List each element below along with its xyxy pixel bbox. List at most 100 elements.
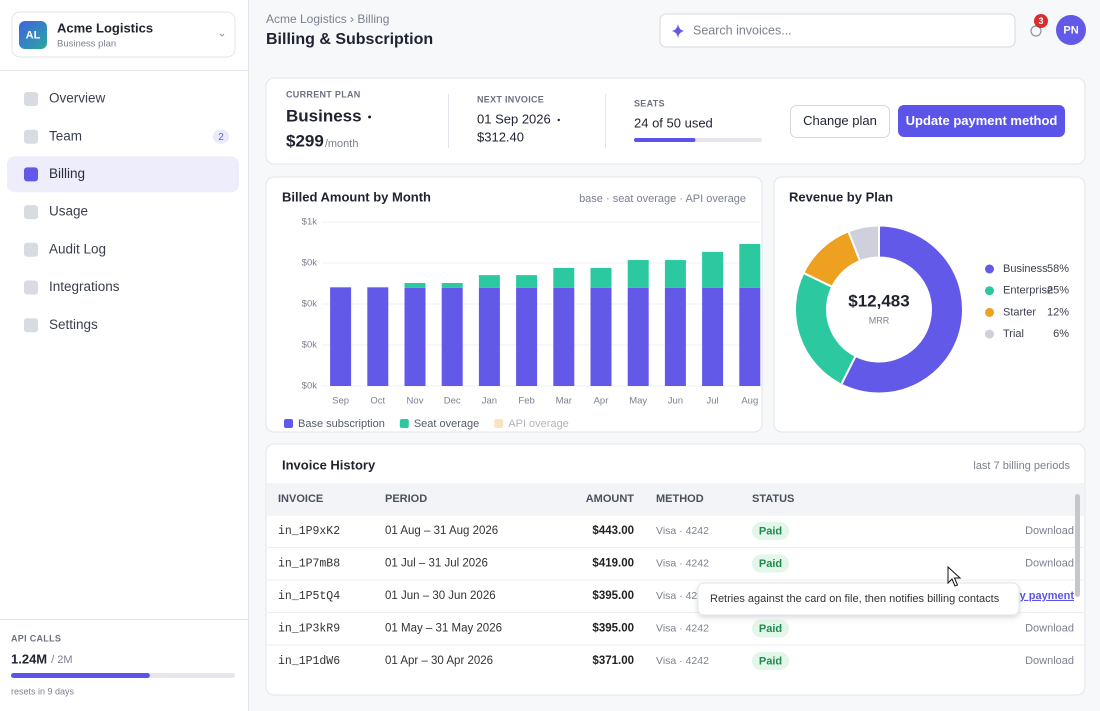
bar-segment (702, 251, 724, 288)
tooltip: Retries against the card on file, then n… (697, 582, 1020, 616)
bar-segment (739, 287, 761, 386)
x-tick-label: Jan (482, 396, 497, 407)
x-tick-label: Sep (332, 396, 349, 407)
bar-segment (553, 287, 575, 386)
user-avatar[interactable] (1056, 15, 1086, 45)
bar-segment (739, 243, 761, 288)
next-invoice-label: NEXT INVOICE (477, 94, 544, 104)
column-header: STATUS (752, 493, 794, 505)
notification-badge (1034, 14, 1048, 28)
download-link[interactable]: Download (1025, 525, 1074, 537)
sparkle-icon (672, 24, 684, 38)
bell-icon[interactable] (1030, 25, 1042, 37)
legend-item[interactable]: Base subscription (284, 418, 385, 430)
donut-slice[interactable] (847, 224, 880, 263)
bar-segment (702, 287, 724, 386)
update-payment-button[interactable] (898, 105, 1065, 137)
y-tick-label: $1k (302, 217, 318, 228)
invoice-period: 01 Jul – 31 Jul 2026 (385, 558, 488, 570)
separator-dot (368, 115, 372, 119)
invoice-amount: $395.00 (592, 590, 634, 602)
nav-label[interactable]: Billing (49, 166, 85, 181)
download-link[interactable]: Download (1025, 655, 1074, 667)
next-invoice-amount: $312.40 (477, 129, 524, 144)
breadcrumb: Acme Logistics › Billing (266, 12, 389, 26)
donut-center-label: MRR (869, 315, 890, 325)
org-plan: Business plan (57, 39, 116, 50)
download-link[interactable]: Download (1025, 557, 1074, 569)
legend-item[interactable]: API overage (494, 418, 569, 430)
bar-segment (330, 286, 352, 288)
bar-segment (553, 267, 575, 288)
org-card[interactable] (11, 11, 236, 58)
status-label: Paid (759, 558, 782, 570)
chart-title: Billed Amount by Month (282, 189, 431, 204)
plan-period: /month (325, 138, 359, 150)
sidebar-panel (0, 0, 248, 711)
legend-item[interactable]: Seat overage (399, 418, 479, 430)
sidebar: AL Acme Logistics Business plan Overview… (0, 0, 249, 711)
seats-usage: 24 of 50 used (634, 115, 713, 130)
legend: Base subscription Seat overage API overage (284, 418, 569, 430)
plan-price: $299 (286, 131, 324, 150)
nav-item[interactable]: Overview (24, 91, 106, 106)
x-tick-label: Mar (556, 396, 572, 407)
invoice-method: Visa · 4242 (656, 622, 709, 634)
nav-item[interactable]: Usage (24, 204, 88, 220)
scrollbar[interactable] (1075, 494, 1080, 597)
bar-segment (627, 287, 649, 386)
notifications[interactable]: 3 (1030, 14, 1048, 37)
y-tick-label: $0k (302, 381, 318, 392)
legend-swatch (985, 286, 994, 296)
nav-label[interactable]: Audit Log (49, 241, 106, 256)
nav-label[interactable]: Team (49, 128, 82, 143)
column-header: PERIOD (385, 493, 427, 505)
nav-item[interactable]: Settings (24, 317, 98, 333)
nav-item[interactable]: Billing (7, 156, 239, 193)
org-avatar (19, 21, 47, 49)
y-tick-label: $0k (302, 258, 318, 269)
nav-label[interactable]: Settings (49, 317, 98, 332)
api-calls-note: resets in 9 days (11, 686, 75, 696)
nav-active-bg[interactable] (7, 156, 239, 193)
bar-segment (664, 260, 686, 288)
chart-title: Revenue by Plan (789, 189, 893, 204)
nav-label[interactable]: Integrations (49, 279, 120, 294)
search[interactable]: Search invoices... (659, 13, 1016, 48)
donut-slice[interactable] (839, 224, 964, 395)
bar-segment (664, 287, 686, 386)
legend-label: API overage (508, 418, 569, 430)
bar-segment (590, 267, 612, 288)
download-link[interactable]: Download (1025, 622, 1074, 634)
nav-label[interactable]: Usage (49, 204, 88, 219)
change-plan-button[interactable] (790, 105, 890, 138)
org-switcher[interactable]: AL Acme Logistics Business plan (11, 11, 236, 58)
search-box[interactable] (659, 13, 1016, 48)
nav-item[interactable]: Audit Log (24, 241, 106, 257)
invoice-amount: $443.00 (592, 525, 634, 537)
x-tick-label: May (629, 396, 647, 407)
invoice-period: 01 Apr – 30 Apr 2026 (385, 655, 493, 667)
invoice-method: Visa · 4242 (656, 655, 709, 667)
table-title: Invoice History (282, 457, 376, 472)
invoice-period: 01 Jun – 30 Jun 2026 (385, 590, 496, 602)
x-tick-label: Apr (594, 396, 609, 407)
nav-item[interactable]: Integrations (24, 279, 120, 295)
invoice-id: in_1P1dW6 (278, 655, 340, 668)
nav: Overview Team 2 Billing Usage Audit Log Integr… (7, 91, 239, 333)
update-payment-label[interactable]: Update payment method (906, 113, 1058, 128)
invoice-id: in_1P5tQ4 (278, 590, 340, 603)
nav-item[interactable]: Team 2 (24, 128, 229, 144)
plan-name: Business (286, 106, 362, 125)
invoice-amount: $371.00 (592, 655, 634, 667)
nav-badge (213, 129, 229, 144)
chart-subtitle: base · seat overage · API overage (579, 193, 746, 205)
x-tick-label: Nov (407, 396, 424, 407)
nav-label[interactable]: Overview (49, 91, 106, 106)
invoice-amount: $419.00 (592, 558, 634, 570)
legend-value: 6% (1053, 328, 1069, 340)
change-plan-label[interactable]: Change plan (803, 113, 877, 128)
legend-label: Seat overage (414, 418, 479, 430)
status-pill (752, 619, 789, 638)
bar-segment (404, 287, 426, 386)
